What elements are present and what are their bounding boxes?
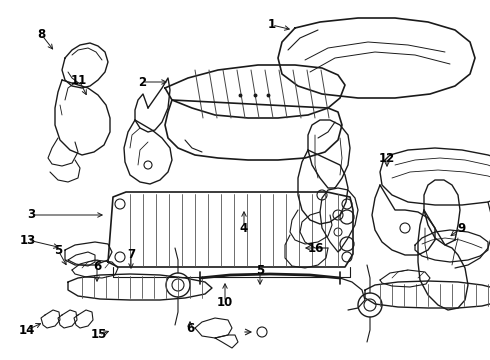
Text: 10: 10 (217, 296, 233, 309)
Text: 13: 13 (20, 234, 36, 247)
Text: 2: 2 (138, 76, 146, 89)
Text: 9: 9 (457, 221, 465, 234)
Text: 1: 1 (268, 18, 276, 31)
Text: 14: 14 (19, 324, 35, 337)
Text: 15: 15 (91, 328, 107, 342)
Text: 16: 16 (308, 242, 324, 255)
Text: 5: 5 (54, 243, 62, 256)
Text: 8: 8 (37, 27, 45, 40)
Text: 6: 6 (93, 260, 101, 273)
Text: 5: 5 (256, 264, 264, 276)
Text: 12: 12 (379, 152, 395, 165)
Text: 11: 11 (71, 73, 87, 86)
Text: 6: 6 (186, 321, 194, 334)
Text: 4: 4 (240, 221, 248, 234)
Text: 7: 7 (127, 248, 135, 261)
Text: 3: 3 (27, 208, 35, 221)
